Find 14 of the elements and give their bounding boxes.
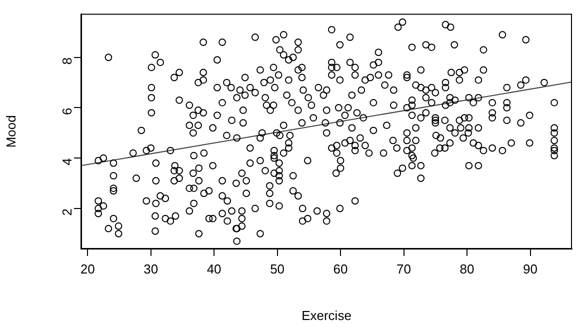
x-tick-label: 60: [333, 261, 348, 276]
y-tick-label: 4: [60, 158, 75, 166]
x-tick-label: 80: [460, 261, 474, 276]
x-tick-label: 30: [144, 261, 158, 276]
x-tick-label: 20: [80, 261, 95, 276]
x-tick-label: 40: [206, 261, 222, 276]
y-tick-label: 6: [60, 108, 75, 115]
x-tick-label: 90: [523, 261, 538, 276]
y-axis-title: Mood: [3, 115, 18, 148]
x-tick-label: 50: [270, 261, 285, 276]
y-tick-label: 2: [60, 208, 75, 216]
y-tick-label: 8: [60, 57, 75, 65]
x-tick-label: 70: [396, 261, 412, 276]
x-axis-title: Exercise: [302, 308, 352, 323]
